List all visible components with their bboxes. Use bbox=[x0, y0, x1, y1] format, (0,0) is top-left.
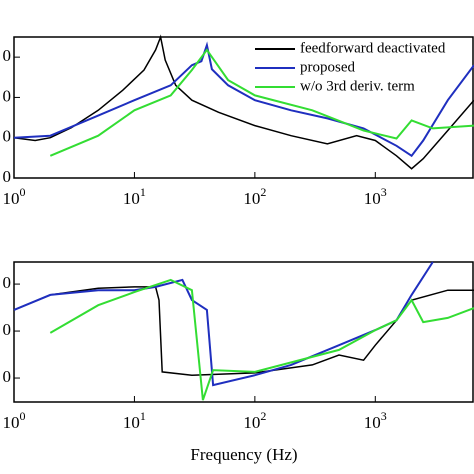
series-line bbox=[49, 48, 474, 157]
series-line bbox=[13, 34, 474, 170]
tick-exponent: 2 bbox=[260, 409, 266, 423]
x-tick-label: 103 bbox=[364, 185, 387, 208]
y-tick-label: 0 bbox=[3, 367, 12, 386]
y-tick-label: 0 bbox=[3, 86, 12, 105]
legend-label: feedforward deactivated bbox=[300, 40, 446, 56]
series-line bbox=[13, 41, 474, 158]
tick-base: 10 bbox=[243, 189, 260, 208]
tick-exponent: 3 bbox=[381, 185, 387, 199]
tick-base: 10 bbox=[364, 189, 381, 208]
tick-exponent: 0 bbox=[20, 185, 26, 199]
x-tick-label: 102 bbox=[243, 185, 266, 208]
tick-base: 10 bbox=[123, 189, 140, 208]
x-tick-label: 101 bbox=[123, 409, 146, 432]
series-line bbox=[13, 286, 474, 376]
x-axis-label: Frequency (Hz) bbox=[190, 445, 297, 464]
tick-base: 10 bbox=[3, 413, 20, 432]
tick-exponent: 2 bbox=[260, 185, 266, 199]
legend-label: w/o 3rd deriv. term bbox=[300, 78, 415, 94]
legend-label: proposed bbox=[300, 59, 355, 75]
tick-exponent: 1 bbox=[140, 185, 146, 199]
tick-base: 10 bbox=[3, 189, 20, 208]
y-tick-label: 0 bbox=[3, 167, 12, 186]
tick-exponent: 1 bbox=[140, 409, 146, 423]
y-tick-label: 0 bbox=[3, 127, 12, 146]
y-tick-label: 0 bbox=[3, 46, 12, 65]
series-line bbox=[49, 278, 474, 401]
plot-frame bbox=[13, 36, 474, 179]
y-tick-label: 0 bbox=[3, 273, 12, 292]
y-tick-label: 0 bbox=[3, 320, 12, 339]
x-tick-label: 100 bbox=[3, 185, 26, 208]
x-tick-label: 102 bbox=[243, 409, 266, 432]
tick-exponent: 0 bbox=[20, 409, 26, 423]
tick-base: 10 bbox=[364, 413, 381, 432]
x-tick-label: 103 bbox=[364, 409, 387, 432]
tick-base: 10 bbox=[123, 413, 140, 432]
x-tick-label: 101 bbox=[123, 185, 146, 208]
tick-base: 10 bbox=[243, 413, 260, 432]
tick-exponent: 3 bbox=[381, 409, 387, 423]
plot-frame bbox=[13, 261, 474, 403]
x-tick-label: 100 bbox=[3, 409, 26, 432]
series-line bbox=[13, 261, 434, 387]
